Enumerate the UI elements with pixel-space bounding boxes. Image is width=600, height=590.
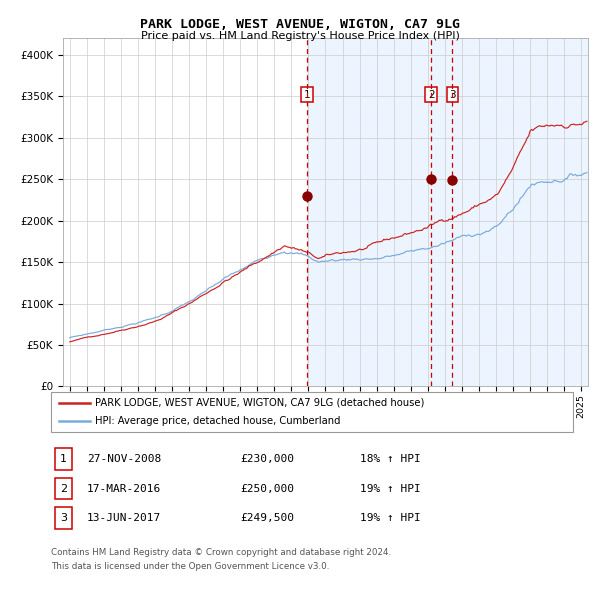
FancyBboxPatch shape <box>51 392 573 432</box>
Text: This data is licensed under the Open Government Licence v3.0.: This data is licensed under the Open Gov… <box>51 562 329 571</box>
Text: 19% ↑ HPI: 19% ↑ HPI <box>360 513 421 523</box>
Text: 2: 2 <box>60 484 67 493</box>
Text: 17-MAR-2016: 17-MAR-2016 <box>87 484 161 493</box>
Text: Contains HM Land Registry data © Crown copyright and database right 2024.: Contains HM Land Registry data © Crown c… <box>51 548 391 556</box>
Text: 18% ↑ HPI: 18% ↑ HPI <box>360 454 421 464</box>
Text: HPI: Average price, detached house, Cumberland: HPI: Average price, detached house, Cumb… <box>95 416 341 426</box>
Text: 13-JUN-2017: 13-JUN-2017 <box>87 513 161 523</box>
Text: £230,000: £230,000 <box>240 454 294 464</box>
Bar <box>307 38 588 386</box>
Text: 1: 1 <box>304 90 310 100</box>
Text: 1: 1 <box>60 454 67 464</box>
Text: PARK LODGE, WEST AVENUE, WIGTON, CA7 9LG (detached house): PARK LODGE, WEST AVENUE, WIGTON, CA7 9LG… <box>95 398 425 408</box>
Text: 2: 2 <box>428 90 434 100</box>
Text: Price paid vs. HM Land Registry's House Price Index (HPI): Price paid vs. HM Land Registry's House … <box>140 31 460 41</box>
Text: 3: 3 <box>449 90 456 100</box>
Text: PARK LODGE, WEST AVENUE, WIGTON, CA7 9LG: PARK LODGE, WEST AVENUE, WIGTON, CA7 9LG <box>140 18 460 31</box>
Text: 27-NOV-2008: 27-NOV-2008 <box>87 454 161 464</box>
Text: £249,500: £249,500 <box>240 513 294 523</box>
FancyBboxPatch shape <box>55 448 72 470</box>
FancyBboxPatch shape <box>55 478 72 499</box>
Text: 19% ↑ HPI: 19% ↑ HPI <box>360 484 421 493</box>
Text: £250,000: £250,000 <box>240 484 294 493</box>
FancyBboxPatch shape <box>55 507 72 529</box>
Text: 3: 3 <box>60 513 67 523</box>
